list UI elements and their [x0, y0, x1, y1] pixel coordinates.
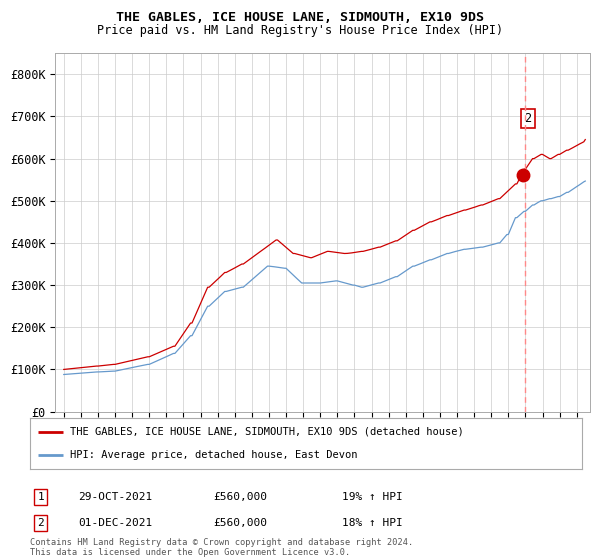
Text: Contains HM Land Registry data © Crown copyright and database right 2024.
This d: Contains HM Land Registry data © Crown c…: [30, 538, 413, 557]
Text: THE GABLES, ICE HOUSE LANE, SIDMOUTH, EX10 9DS: THE GABLES, ICE HOUSE LANE, SIDMOUTH, EX…: [116, 11, 484, 24]
Text: 1: 1: [37, 492, 44, 502]
Text: 2: 2: [37, 518, 44, 528]
Text: Price paid vs. HM Land Registry's House Price Index (HPI): Price paid vs. HM Land Registry's House …: [97, 24, 503, 36]
Text: £560,000: £560,000: [213, 518, 267, 528]
Text: THE GABLES, ICE HOUSE LANE, SIDMOUTH, EX10 9DS (detached house): THE GABLES, ICE HOUSE LANE, SIDMOUTH, EX…: [70, 427, 463, 437]
Text: 19% ↑ HPI: 19% ↑ HPI: [342, 492, 403, 502]
Text: 29-OCT-2021: 29-OCT-2021: [78, 492, 152, 502]
Text: 18% ↑ HPI: 18% ↑ HPI: [342, 518, 403, 528]
Text: HPI: Average price, detached house, East Devon: HPI: Average price, detached house, East…: [70, 450, 357, 460]
Text: 01-DEC-2021: 01-DEC-2021: [78, 518, 152, 528]
Text: 2: 2: [524, 112, 532, 125]
Text: £560,000: £560,000: [213, 492, 267, 502]
